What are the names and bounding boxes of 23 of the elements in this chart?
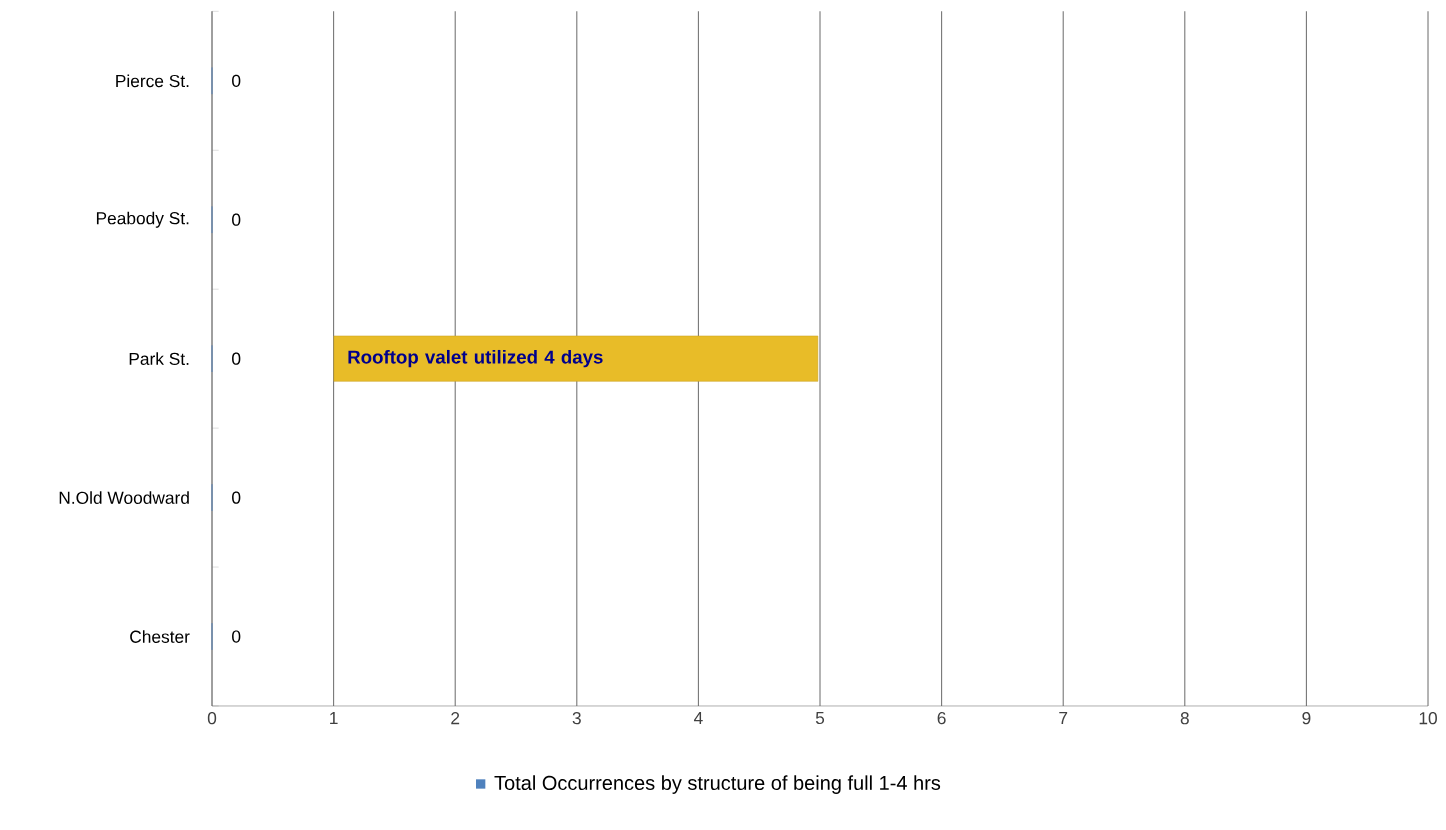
data-label: 0 bbox=[232, 491, 241, 504]
y-tick-label: Peabody St. bbox=[96, 211, 189, 228]
data-label: 0 bbox=[232, 213, 241, 226]
data-label: 0 bbox=[232, 352, 241, 365]
data-label: 0 bbox=[232, 74, 241, 87]
x-tick-label: 9 bbox=[1302, 712, 1311, 725]
y-tick-label: Park St. bbox=[129, 352, 189, 366]
x-tick-label: 8 bbox=[1180, 712, 1189, 725]
x-tick-label: 4 bbox=[693, 712, 703, 724]
y-tick-label: Chester bbox=[130, 630, 190, 643]
x-tick-label: 2 bbox=[451, 712, 460, 725]
x-tick-label: 5 bbox=[815, 712, 825, 725]
x-tick-label: 10 bbox=[1419, 712, 1437, 725]
y-tick-label: N.Old Woodward bbox=[59, 491, 189, 504]
x-tick-label: 1 bbox=[330, 712, 338, 724]
x-tick-label: 6 bbox=[937, 712, 946, 725]
annotation: Rooftop valet utilized 4 days bbox=[348, 349, 603, 368]
y-tick-label: Pierce St. bbox=[116, 74, 189, 88]
x-tick-label: 3 bbox=[572, 712, 581, 725]
legend-label: Total Occurrences by structure of being full 1-4 hrs bbox=[494, 775, 941, 794]
x-tick-label: 0 bbox=[207, 712, 217, 725]
x-tick-label: 7 bbox=[1059, 712, 1068, 724]
data-label: 0 bbox=[232, 630, 241, 643]
